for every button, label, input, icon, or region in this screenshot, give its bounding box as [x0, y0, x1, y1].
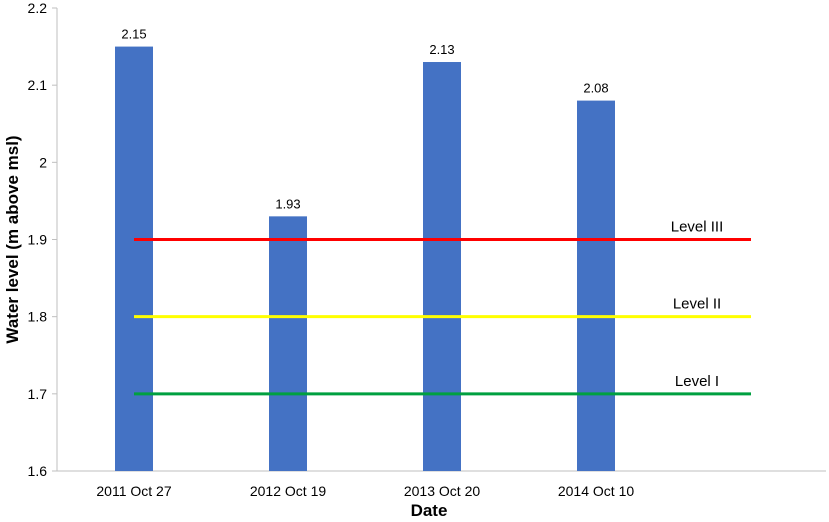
x-tick-label: 2011 Oct 27: [96, 483, 171, 499]
reference-line-label: Level I: [675, 373, 719, 390]
y-axis-title: Water level (m above msl): [3, 135, 22, 343]
y-tick-label: 2: [39, 154, 47, 170]
x-tick-label: 2012 Oct 19: [250, 483, 326, 499]
y-axis-ticks: 1.6 1.7 1.8 1.9 2 2.1 2.2: [28, 0, 57, 479]
reference-lines: Level III Level II Level I: [134, 219, 751, 396]
y-tick-label: 1.7: [28, 386, 48, 402]
bar: [577, 100, 615, 471]
x-axis-title: Date: [411, 501, 448, 520]
bar: [423, 62, 461, 472]
data-labels: 2.15 1.93 2.13 2.08: [121, 27, 608, 212]
y-tick-label: 2.1: [28, 77, 48, 93]
y-tick-label: 1.9: [28, 232, 48, 248]
x-tick-label: 2014 Oct 10: [558, 483, 634, 499]
reference-line-label: Level III: [671, 219, 724, 236]
data-label: 2.13: [429, 42, 454, 57]
bars: [115, 46, 615, 472]
y-tick-label: 1.8: [28, 309, 48, 325]
y-tick-label: 1.6: [28, 463, 48, 479]
bar: [269, 216, 307, 471]
bar: [115, 46, 153, 471]
x-axis-ticks: 2011 Oct 27 2012 Oct 19 2013 Oct 20 2014 Oc…: [96, 483, 634, 499]
reference-line-label: Level II: [673, 296, 721, 313]
data-label: 2.15: [121, 27, 146, 42]
x-tick-label: 2013 Oct 20: [404, 483, 480, 499]
data-label: 1.93: [275, 196, 300, 211]
data-label: 2.08: [583, 81, 608, 96]
y-tick-label: 2.2: [28, 0, 48, 16]
